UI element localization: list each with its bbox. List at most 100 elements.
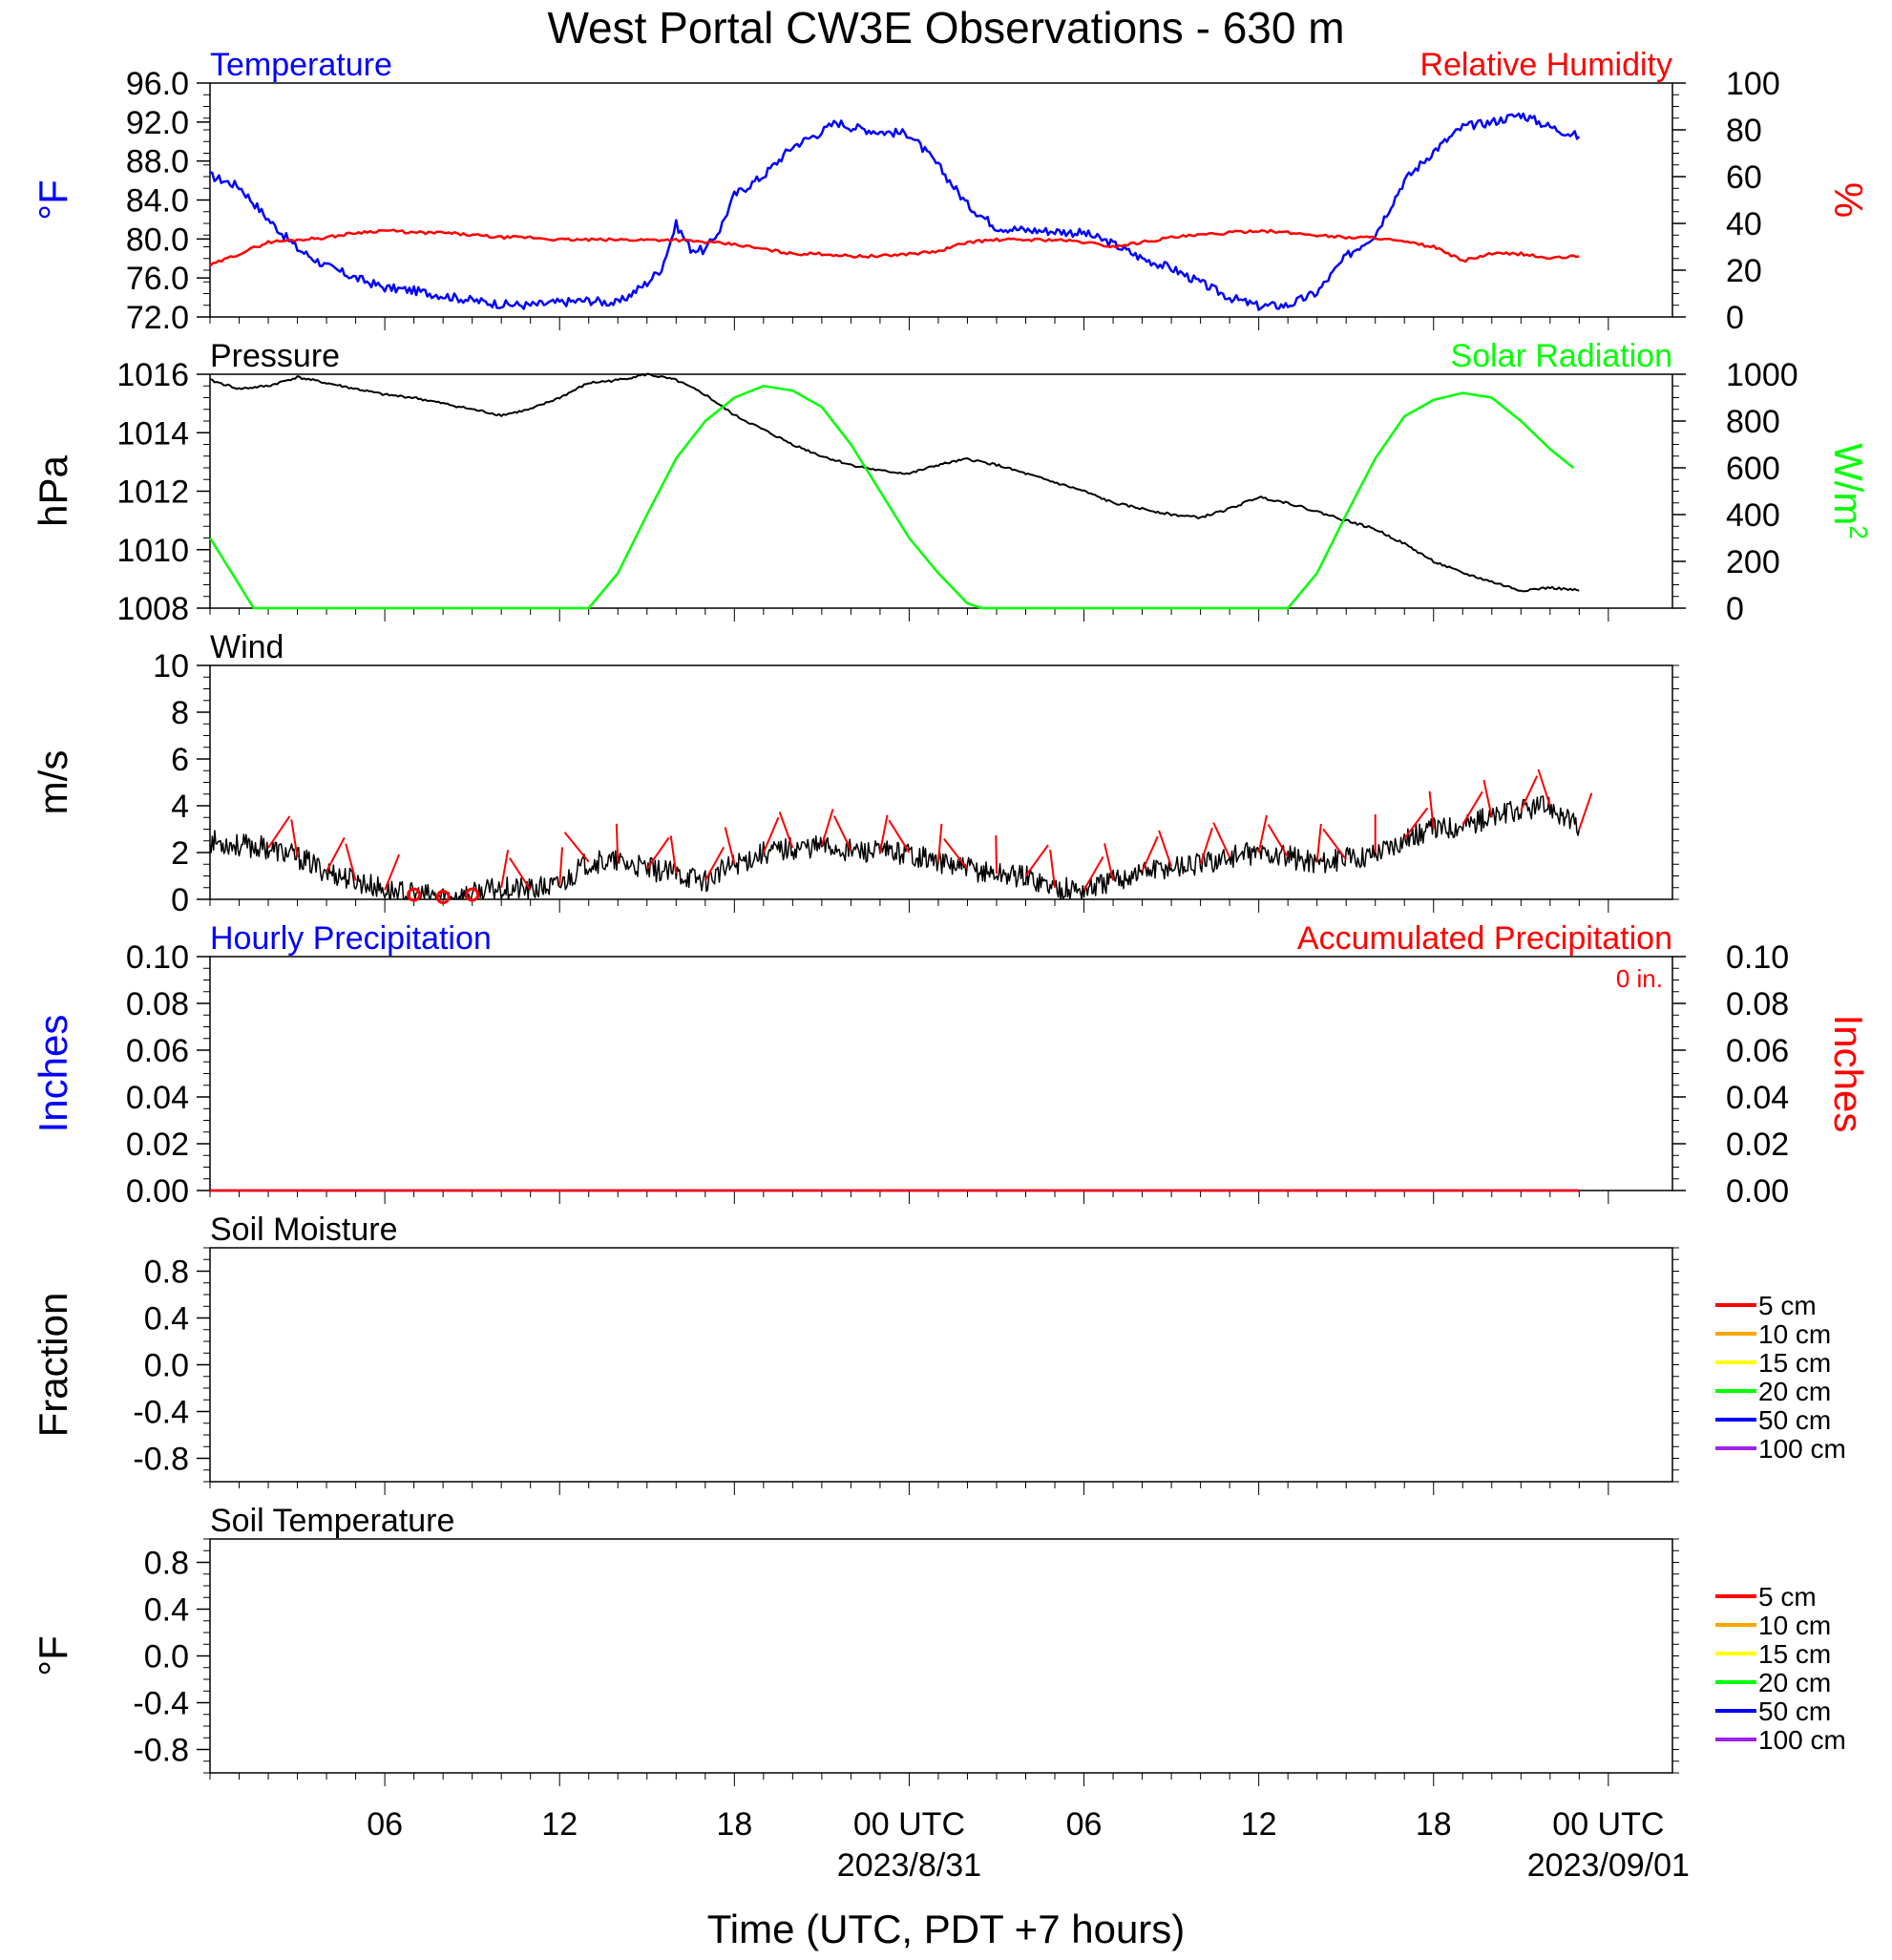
legend-label: 50 cm <box>1758 1697 1831 1726</box>
calm-wind-marker <box>465 887 480 902</box>
calm-wind-marker <box>407 887 422 902</box>
chart-title: West Portal CW3E Observations - 630 m <box>547 3 1344 53</box>
wind-barb <box>558 847 564 886</box>
left-tick-label: 0 <box>171 882 189 918</box>
wind-panel: 0 2 4 6 8 10 Wind m/s <box>31 629 1679 918</box>
right-tick-label: 0.00 <box>1726 1173 1789 1210</box>
plot-frame <box>209 956 1673 1191</box>
legend-label: 10 cm <box>1758 1319 1831 1349</box>
right-tick-label: 0.08 <box>1726 986 1789 1022</box>
left-tick-label: 0.0 <box>144 1639 189 1675</box>
left-tick-label: 0.04 <box>126 1080 189 1116</box>
left-tick-label: 80.0 <box>126 221 189 258</box>
calm-wind-marker <box>435 890 451 905</box>
y-axis-label-left: °F <box>31 179 75 220</box>
wind-barb <box>995 835 998 875</box>
wind-barb <box>615 823 620 862</box>
superscript: 2 <box>1844 525 1873 538</box>
panel-title-left: Soil Moisture <box>210 1212 398 1248</box>
legend-label: 5 cm <box>1758 1582 1817 1612</box>
left-tick-label: -0.4 <box>133 1395 189 1431</box>
wind-barb <box>820 809 834 846</box>
wind-barb <box>1537 769 1551 807</box>
wind-barb <box>1083 856 1104 891</box>
y-axis-label-left: Fraction <box>31 1293 75 1438</box>
plot-frame <box>209 1247 1673 1483</box>
x-tick-label: 00 UTC <box>853 1806 965 1843</box>
left-tick-label: 84.0 <box>126 183 189 220</box>
precip-panel: 0.00 0.02 0.04 0.06 0.08 0.10 0.00 0.02 0.04 0.06… <box>31 920 1871 1210</box>
legend-label: 50 cm <box>1758 1405 1831 1435</box>
y-axis-label-right: Inches <box>1826 1015 1871 1133</box>
y-axis-label-right: % <box>1826 182 1871 218</box>
right-tick-label: 100 <box>1726 66 1780 102</box>
right-tick-label: 40 <box>1726 206 1762 242</box>
series-pressure <box>209 372 1580 593</box>
y-axis-label-right: W/m2 <box>1826 443 1873 539</box>
panel-title-left: Soil Temperature <box>210 1503 454 1539</box>
left-tick-label: 0.0 <box>144 1348 189 1384</box>
legend-label: 20 cm <box>1758 1377 1831 1406</box>
wind-barb <box>669 835 678 875</box>
plot-frame <box>209 82 1673 318</box>
series-solar-radiation <box>208 385 1574 610</box>
wind-barb <box>778 811 794 849</box>
legend-label: 10 cm <box>1758 1611 1831 1640</box>
left-tick-label: 0.08 <box>126 986 189 1022</box>
wind-barb <box>1141 835 1159 873</box>
wind-barb <box>1315 823 1322 862</box>
left-tick-label: 0.8 <box>144 1254 189 1291</box>
right-tick-label: 20 <box>1726 253 1762 289</box>
left-tick-label: 88.0 <box>126 144 189 180</box>
left-tick-label: 0.00 <box>126 1173 189 1210</box>
wind-barb <box>326 836 346 873</box>
x-axis-label: Time (UTC, PDT +7 hours) <box>707 1907 1186 1951</box>
left-tick-label: 8 <box>171 695 189 731</box>
y-axis-label-left: m/s <box>31 750 75 815</box>
wind-barb <box>509 857 532 891</box>
left-tick-label: 10 <box>153 648 189 685</box>
wind-barb <box>943 838 969 870</box>
right-tick-label: 0 <box>1726 300 1744 336</box>
right-tick-label: 0.04 <box>1726 1080 1789 1116</box>
panel-title-left: Pressure <box>210 338 340 374</box>
wind-barb <box>1428 790 1435 830</box>
right-tick-label: 400 <box>1726 497 1780 534</box>
legend-label: 100 cm <box>1758 1725 1846 1755</box>
left-tick-label: 4 <box>171 789 189 825</box>
wind-barb <box>563 832 590 863</box>
wind-barb <box>762 816 780 854</box>
wind-barb <box>1482 779 1493 818</box>
x-tick-label: 18 <box>1416 1806 1452 1843</box>
wind-barb <box>1322 828 1347 860</box>
plot-frame <box>209 373 1673 609</box>
left-tick-label: 0.4 <box>144 1592 189 1629</box>
legend-label: 15 cm <box>1758 1639 1831 1669</box>
panels: 72.076.080.084.088.092.096.0020406080100… <box>31 47 1873 1786</box>
panel-title-right: Relative Humidity <box>1419 47 1672 83</box>
x-date-label: 2023/09/01 <box>1527 1847 1690 1884</box>
left-tick-label: -0.8 <box>133 1733 189 1769</box>
right-tick-label: 60 <box>1726 159 1762 196</box>
accumulated-total: 0 in. <box>1616 964 1663 993</box>
plot-frame <box>209 1538 1673 1774</box>
x-tick-label: 06 <box>367 1806 403 1843</box>
wind-barb <box>384 854 401 891</box>
wind-barb <box>645 836 670 870</box>
wind-barb <box>1158 830 1173 868</box>
wind-barb <box>1267 824 1290 858</box>
right-tick-label: 600 <box>1726 451 1780 487</box>
wind-barb <box>1049 849 1057 888</box>
left-tick-label: 1012 <box>116 474 189 511</box>
panel-title-left: Temperature <box>210 47 392 83</box>
x-axis: 06 12 18 00 UTC 2023/8/31 06 12 18 00 UTC 2023/09… <box>367 1806 1690 1884</box>
right-tick-label: 0 <box>1726 591 1744 627</box>
x-tick-label: 00 UTC <box>1552 1806 1664 1843</box>
right-tick-label: 200 <box>1726 544 1780 580</box>
x-tick-label: 18 <box>716 1806 752 1843</box>
y-axis-label-left: hPa <box>31 454 75 526</box>
wind-barb <box>1520 775 1539 811</box>
left-tick-label: 0.8 <box>144 1546 189 1582</box>
x-date-label: 2023/8/31 <box>837 1847 981 1884</box>
